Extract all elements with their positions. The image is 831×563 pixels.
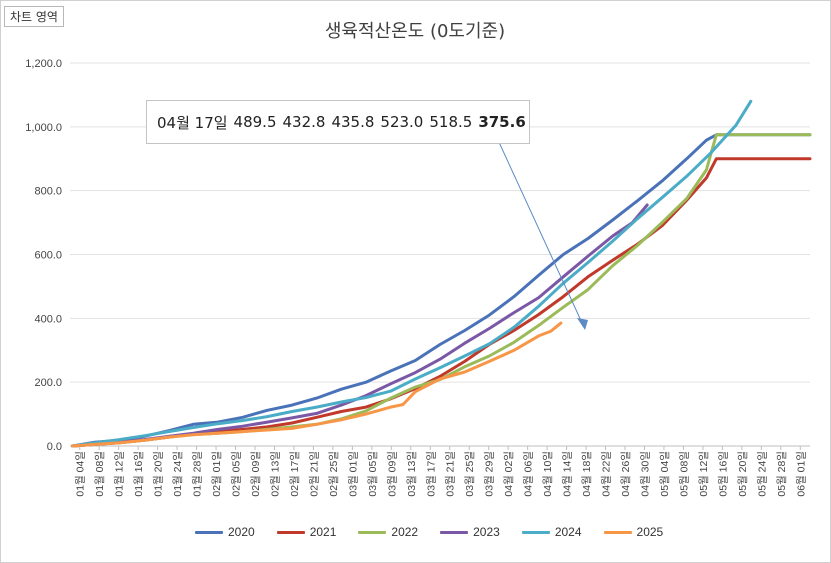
x-tick-label: 05월 24일 xyxy=(755,451,768,497)
y-tick-label: 1,000.0 xyxy=(25,122,62,134)
x-tick-label: 05월 16일 xyxy=(716,451,729,497)
series-line-2020 xyxy=(71,133,812,448)
legend-item-2021: 2021 xyxy=(276,525,337,539)
x-tick-label: 02월 01일 xyxy=(210,451,223,497)
series-line-2025 xyxy=(71,321,563,448)
x-tick-label: 03월 17일 xyxy=(424,451,437,497)
legend-swatch xyxy=(195,530,223,534)
data-callout: 04월 17일 489.5 432.8 435.8 523.0 518.5 37… xyxy=(146,100,530,144)
legend-item-2024: 2024 xyxy=(521,525,582,539)
x-tick-label: 01월 24일 xyxy=(171,451,184,497)
x-tick-label: 01월 16일 xyxy=(132,451,145,497)
callout-value-2025: 375.6 xyxy=(478,113,526,131)
y-tick-label: 400.0 xyxy=(34,313,62,325)
x-tick-label: 04월 30일 xyxy=(638,451,651,497)
legend-label: 2021 xyxy=(309,525,337,539)
legend-item-2025: 2025 xyxy=(603,525,664,539)
x-tick-label: 05월 20일 xyxy=(736,451,749,497)
x-tick-label: 01월 04일 xyxy=(74,451,87,497)
series-line-2024 xyxy=(71,99,753,448)
callout-value-2022: 435.8 xyxy=(331,113,375,131)
y-tick-label: 600.0 xyxy=(34,250,62,262)
callout-value-2023: 523.0 xyxy=(380,113,424,131)
x-axis: 01월 04일 01월 08일 01월 12일 01월 16일 01월 20일 01월 2… xyxy=(74,446,807,497)
x-tick-label: 03월 13일 xyxy=(405,451,418,497)
legend-swatch xyxy=(440,530,469,534)
x-tick-label: 03월 05일 xyxy=(366,451,379,497)
x-tick-label: 05월 12일 xyxy=(697,451,710,497)
y-tick-label: 0.0 xyxy=(47,441,62,453)
x-tick-label: 04월 02일 xyxy=(502,451,515,497)
x-tick-label: 04월 06일 xyxy=(522,451,535,497)
y-tick-label: 1,200.0 xyxy=(25,58,62,70)
x-tick-label: 04월 26일 xyxy=(619,451,632,497)
x-tick-label: 03월 21일 xyxy=(444,451,457,497)
x-tick-label: 02월 25일 xyxy=(327,451,340,497)
legend-label: 2023 xyxy=(473,525,500,539)
x-tick-label: 04월 14일 xyxy=(561,451,574,497)
x-tick-label: 05월 04일 xyxy=(658,451,671,497)
x-tick-label: 02월 21일 xyxy=(307,451,320,497)
x-tick-label: 03월 09일 xyxy=(385,451,398,497)
legend-label: 2022 xyxy=(391,525,419,539)
x-tick-label: 02월 13일 xyxy=(268,451,281,497)
x-tick-label: 05월 08일 xyxy=(677,451,690,497)
x-tick-label: 01월 28일 xyxy=(191,451,204,497)
legend-item-2022: 2022 xyxy=(358,525,418,539)
chart-area-label: 차트 영역 xyxy=(4,6,64,27)
x-tick-label: 01월 12일 xyxy=(113,451,126,497)
series-line-2023 xyxy=(71,203,649,448)
x-tick-label: 03월 01일 xyxy=(346,451,359,497)
callout-arrow xyxy=(497,139,584,326)
y-axis: 0.0 200.0 400.0 600.0 800.0 1,000.0 1,200.0 xyxy=(25,58,62,453)
legend-swatch xyxy=(358,530,387,534)
series-layer xyxy=(71,99,812,448)
legend-swatch xyxy=(521,530,550,534)
x-tick-label: 01월 08일 xyxy=(93,451,106,497)
x-tick-label: 04월 10일 xyxy=(541,451,554,497)
callout-arrowhead xyxy=(577,318,588,330)
callout-date: 04월 17일 xyxy=(157,113,228,132)
x-tick-label: 02월 09일 xyxy=(249,451,262,497)
y-tick-label: 200.0 xyxy=(34,377,62,389)
callout-value-2020: 489.5 xyxy=(233,113,277,131)
series-line-2021 xyxy=(71,157,812,448)
callout-value-2024: 518.5 xyxy=(429,113,473,131)
x-tick-label: 04월 18일 xyxy=(580,451,593,497)
x-tick-label: 01월 20일 xyxy=(152,451,165,497)
series-line-2022 xyxy=(71,133,812,448)
x-tick-label: 05월 28일 xyxy=(775,451,788,497)
x-tick-label: 02월 17일 xyxy=(288,451,301,497)
legend-swatch xyxy=(603,530,632,534)
x-tick-label: 02월 05일 xyxy=(230,451,243,497)
x-tick-label: 03월 25일 xyxy=(463,451,476,497)
legend-item-2023: 2023 xyxy=(440,525,500,539)
legend-item-2020: 2020 xyxy=(195,525,255,539)
chart-title: 생육적산온도 (0도기준) xyxy=(325,21,505,42)
x-tick-label: 04월 22일 xyxy=(600,451,613,497)
legend-label: 2024 xyxy=(554,525,582,539)
x-tick-label: 06월 01일 xyxy=(794,451,807,497)
legend-label: 2020 xyxy=(228,525,255,539)
legend: 2020 2021 2022 2023 2024 2025 xyxy=(195,525,685,539)
y-tick-label: 800.0 xyxy=(34,186,62,198)
callout-value-2021: 432.8 xyxy=(282,113,326,131)
legend-swatch xyxy=(276,530,305,534)
legend-label: 2025 xyxy=(636,525,664,539)
x-tick-label: 03월 29일 xyxy=(483,451,496,497)
